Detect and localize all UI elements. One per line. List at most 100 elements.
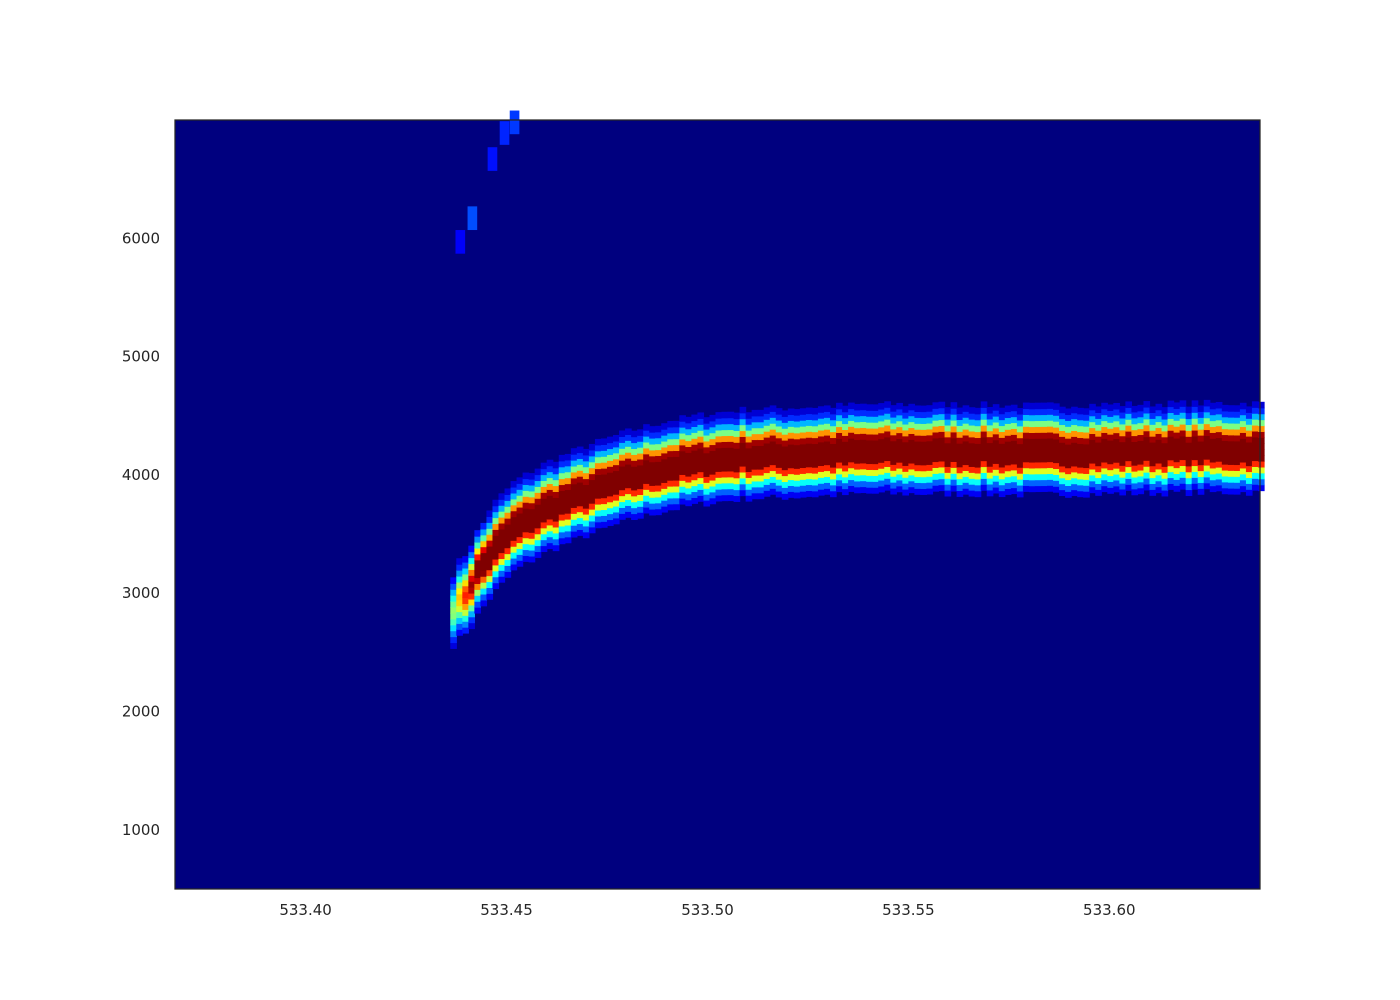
heatmap-cell [540,462,548,470]
heatmap-cell [697,447,705,455]
heatmap-cell [498,546,506,554]
heatmap-cell [685,422,692,430]
heatmap-cell [878,426,885,434]
heatmap-cell [631,442,638,450]
heatmap-cell [667,491,674,499]
heatmap-cell [697,477,705,485]
heatmap-cell [600,468,608,475]
heatmap-cell [1119,471,1126,478]
heatmap-cell [594,456,602,464]
heatmap-cell [1022,402,1030,410]
heatmap-cell [510,492,518,500]
heatmap-cell [920,417,928,424]
heatmap-cell [1155,451,1163,458]
heatmap-cell [1089,427,1096,435]
heatmap-cell [1125,407,1133,414]
heatmap-cell [932,443,940,451]
heatmap-cell [516,512,524,520]
heatmap-cell [757,439,765,446]
heatmap-cell [1137,452,1145,459]
heatmap-cell [986,407,994,414]
heatmap-cell [1185,406,1193,414]
heatmap-cell [715,429,723,437]
heatmap-cell [866,427,873,435]
heatmap-cell [546,501,554,508]
heatmap-cell [528,490,536,498]
heatmap-cell [673,450,680,457]
heatmap-cell [594,492,602,499]
heatmap-cell [546,477,554,484]
heatmap-cell [980,472,988,479]
heatmap-cell [980,466,988,473]
heatmap-cell [751,433,759,441]
heatmap-cell [450,642,457,649]
heatmap-cell [1028,426,1036,433]
heatmap-cell [1239,420,1247,428]
heatmap-cell [613,511,620,519]
heatmap-cell [709,432,717,440]
heatmap-cell [1245,453,1253,461]
heatmap-cell [751,480,759,488]
heatmap-cell [986,412,994,420]
heatmap-cell [1053,456,1060,464]
heatmap-cell [540,474,548,482]
heatmap-cell [679,415,686,422]
heatmap-cell [619,501,626,508]
heatmap-cell [956,490,964,497]
heatmap-cell [1167,453,1175,461]
heatmap-cell [998,472,1006,480]
heatmap-cell [715,459,723,466]
heatmap-cell [998,460,1006,468]
heatmap-cell [1004,470,1012,478]
heatmap-cell [842,411,849,419]
heatmap-cell [1131,435,1139,443]
heatmap-cell [1221,487,1229,495]
heatmap-cell [799,461,807,469]
heatmap-cell [1245,477,1253,484]
heatmap-cell [769,429,777,436]
heatmap-cell [962,476,970,483]
heatmap-cell [950,414,958,421]
heatmap-cell [570,489,578,497]
heatmap-cell [486,593,494,600]
heatmap-cell [992,475,1000,482]
heatmap-cell [1167,477,1175,484]
heatmap-cell [655,437,662,445]
x-axis: 533.40 533.45 533.50 533.55 533.60 [279,901,1135,919]
heatmap-cell [1119,465,1126,472]
heatmap-cell [1155,480,1163,488]
heatmap-cell [492,570,500,578]
heatmap-cell [1010,469,1018,477]
heatmap-cell [715,418,723,425]
heatmap-cell [908,462,916,470]
heatmap-cell [498,505,506,512]
heatmap-cell [534,474,542,482]
heatmap-cell [836,426,843,433]
heatmap-cell [902,459,909,466]
heatmap-cell [625,487,632,495]
heatmap-cell [781,493,789,500]
heatmap-cell [450,577,457,584]
heatmap-cell [540,510,548,517]
heatmap-cell [468,622,475,630]
heatmap-cell [625,463,632,471]
heatmap-cell [697,436,705,443]
heatmap-cell [1257,478,1265,486]
heatmap-cell [480,599,488,607]
heatmap-cell [884,472,891,479]
heatmap-cell [823,464,831,472]
heatmap-cell [739,424,747,432]
heatmap-cell [1113,420,1120,428]
heatmap-cell [534,510,542,517]
heatmap-cell [733,430,741,437]
heatmap-cell [896,414,903,422]
heatmap-cell [528,538,536,545]
heatmap-cell [1179,412,1187,419]
heatmap-cell [787,485,795,492]
heatmap-cell [667,432,674,440]
heatmap-cell [588,455,596,463]
heatmap-cell [842,458,849,466]
heatmap-cell [986,477,994,485]
heatmap-cell [1227,458,1235,465]
